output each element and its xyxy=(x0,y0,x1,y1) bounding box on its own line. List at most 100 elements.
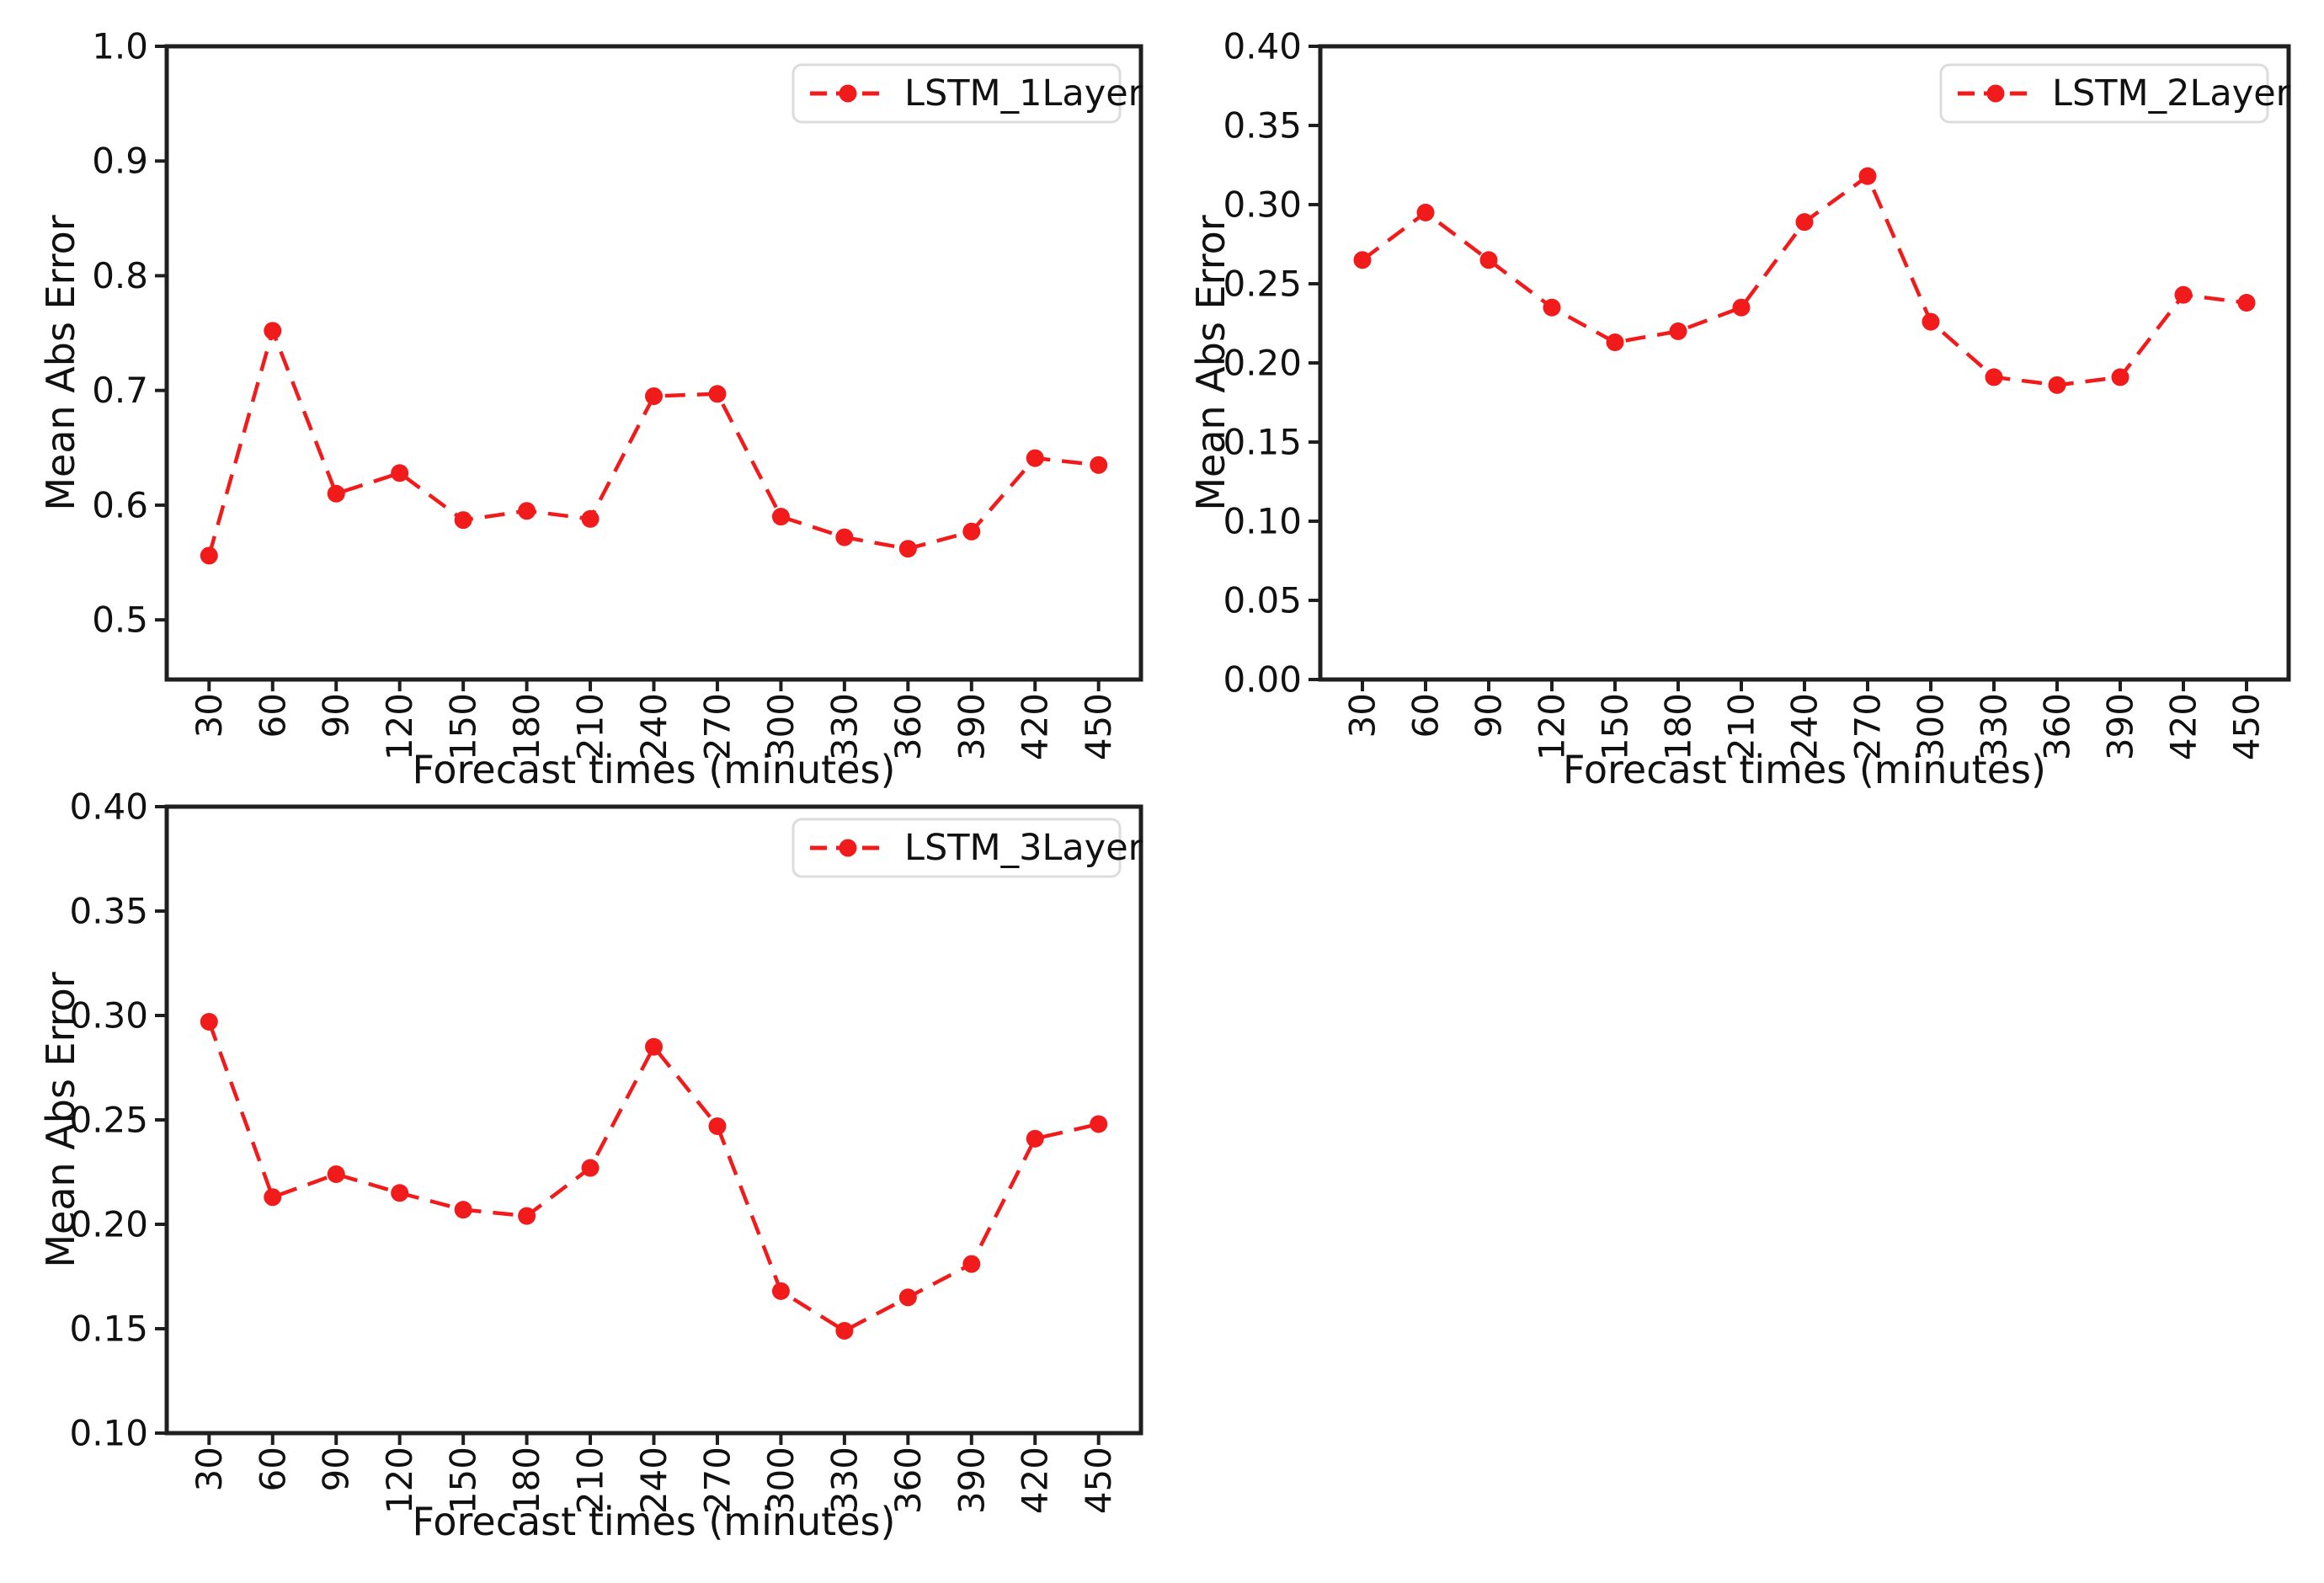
data-point-marker xyxy=(2048,376,2066,394)
legend-box xyxy=(1939,63,2269,124)
x-tick-label: 150 xyxy=(1595,693,1636,760)
chart-lstm_3layer: 0.10 0.15 0.20 0.25 0.30 0.35 0.40 30 60 90 120 150… xyxy=(38,792,1143,1544)
x-tick-label: 360 xyxy=(887,1447,929,1514)
x-tick-label: 30 xyxy=(189,1447,230,1491)
legend-label: LSTM_2Layer xyxy=(2052,72,2291,115)
y-tick-label: 0.40 xyxy=(69,792,148,828)
x-tick-label: 300 xyxy=(1911,693,1952,760)
y-axis-label: Mean Abs Error xyxy=(38,972,83,1267)
y-tick-label: 0.35 xyxy=(1223,105,1302,147)
x-tick-label: 300 xyxy=(760,1447,802,1514)
panel-lstm-3layer: 0.10 0.15 0.20 0.25 0.30 0.35 0.40 30 60 90 120 150… xyxy=(0,792,1179,1583)
data-point-marker xyxy=(962,1255,981,1273)
x-tick-label: 180 xyxy=(506,693,547,760)
y-tick-label: 0.30 xyxy=(69,995,148,1037)
y-tick-label: 0.10 xyxy=(69,1413,148,1454)
x-tick-label: 240 xyxy=(633,693,674,760)
x-tick-label: 180 xyxy=(506,1447,547,1514)
data-point-marker xyxy=(835,528,854,546)
y-tick-label: 0.20 xyxy=(1223,343,1302,384)
data-point-marker xyxy=(898,1288,917,1307)
x-tick-label: 390 xyxy=(2100,693,2141,760)
legend-box xyxy=(792,818,1122,878)
x-tick-label: 210 xyxy=(1721,693,1762,760)
panel-lstm-1layer: 0.5 0.6 0.7 0.8 0.9 1.0 30 60 90 120 150 180 210 240 2… xyxy=(0,0,1179,792)
y-tick-label: 0.20 xyxy=(69,1204,148,1245)
y-axis-label: Mean Abs Error xyxy=(38,215,83,510)
data-point-marker xyxy=(835,1321,854,1340)
data-point-marker xyxy=(1026,1129,1044,1148)
data-point-marker xyxy=(200,546,218,565)
x-tick-label: 330 xyxy=(824,1447,865,1514)
x-tick-label: 60 xyxy=(1405,693,1447,738)
x-tick-label: 360 xyxy=(887,693,929,760)
data-point-marker xyxy=(327,484,345,503)
data-point-marker xyxy=(962,522,981,541)
x-tick-label: 210 xyxy=(570,693,611,760)
x-tick-label: 420 xyxy=(1015,693,1056,760)
x-tick-label: 360 xyxy=(2037,693,2078,760)
x-tick-label: 240 xyxy=(633,1447,674,1514)
y-tick-label: 0.15 xyxy=(1223,422,1302,463)
data-point-marker xyxy=(1732,298,1751,317)
x-tick-label: 90 xyxy=(1468,693,1510,738)
legend-marker xyxy=(839,839,857,857)
data-point-marker xyxy=(1090,1115,1108,1133)
data-point-marker xyxy=(1479,251,1498,269)
x-tick-label: 120 xyxy=(379,1447,420,1514)
panel-lstm-2layer: 0.00 0.05 0.10 0.15 0.20 0.25 0.30 0.35 0.40 30 60… xyxy=(1179,0,2324,792)
y-tick-label: 0.30 xyxy=(1223,184,1302,226)
chart-lstm_2layer: 0.00 0.05 0.10 0.15 0.20 0.25 0.30 0.35 0.40 30 60… xyxy=(1188,26,2291,792)
x-tick-label: 90 xyxy=(316,1447,357,1491)
plot-frame xyxy=(1318,44,2291,682)
x-tick-label: 90 xyxy=(316,693,357,738)
data-point-marker xyxy=(1922,312,1940,331)
legend-box xyxy=(792,63,1122,124)
x-tick-label: 270 xyxy=(696,693,738,760)
chart-lstm_1layer: 0.5 0.6 0.7 0.8 0.9 1.0 30 60 90 120 150 180 210 240 2… xyxy=(38,26,1143,792)
y-tick-label: 0.40 xyxy=(1223,26,1302,67)
legend-label: LSTM_3Layer xyxy=(904,827,1143,869)
y-tick-label: 0.35 xyxy=(69,891,148,932)
data-point-marker xyxy=(1353,251,1372,269)
x-tick-label: 270 xyxy=(1847,693,1889,760)
x-tick-label: 420 xyxy=(1015,1447,1056,1514)
series-line xyxy=(207,1021,1100,1334)
x-tick-label: 60 xyxy=(252,1447,293,1491)
data-point-marker xyxy=(327,1165,345,1183)
data-point-marker xyxy=(581,509,600,528)
data-point-marker xyxy=(2111,368,2129,386)
y-tick-label: 0.8 xyxy=(92,255,148,296)
y-tick-label: 0.15 xyxy=(69,1309,148,1350)
y-tick-label: 0.5 xyxy=(92,600,148,641)
data-point-marker xyxy=(771,1282,790,1300)
x-tick-label: 120 xyxy=(379,693,420,760)
plot-frame xyxy=(164,44,1143,682)
x-tick-label: 330 xyxy=(824,693,865,760)
data-point-marker xyxy=(771,508,790,526)
data-point-marker xyxy=(518,502,536,520)
x-axis-label: Forecast times (minutes) xyxy=(1563,747,2046,792)
y-tick-label: 0.05 xyxy=(1223,580,1302,621)
data-point-marker xyxy=(645,387,663,406)
x-tick-label: 450 xyxy=(1078,693,1119,760)
data-point-marker xyxy=(454,1201,472,1219)
data-point-marker xyxy=(391,464,409,482)
x-tick-label: 420 xyxy=(2163,693,2204,760)
x-tick-label: 180 xyxy=(1658,693,1699,760)
data-point-marker xyxy=(2174,285,2193,304)
y-tick-label: 1.0 xyxy=(92,26,148,67)
legend-marker xyxy=(1986,84,2005,103)
data-point-marker xyxy=(1795,213,1814,232)
data-point-marker xyxy=(518,1207,536,1225)
x-tick-label: 390 xyxy=(951,1447,992,1514)
x-axis-label: Forecast times (minutes) xyxy=(413,747,896,792)
series-line xyxy=(207,324,1099,557)
data-point-marker xyxy=(645,1037,663,1056)
x-tick-label: 30 xyxy=(1342,693,1383,738)
data-point-marker xyxy=(581,1159,600,1177)
data-point-marker xyxy=(391,1184,409,1202)
x-tick-label: 390 xyxy=(951,693,992,760)
y-axis-label: Mean Abs Error xyxy=(1188,215,1234,510)
